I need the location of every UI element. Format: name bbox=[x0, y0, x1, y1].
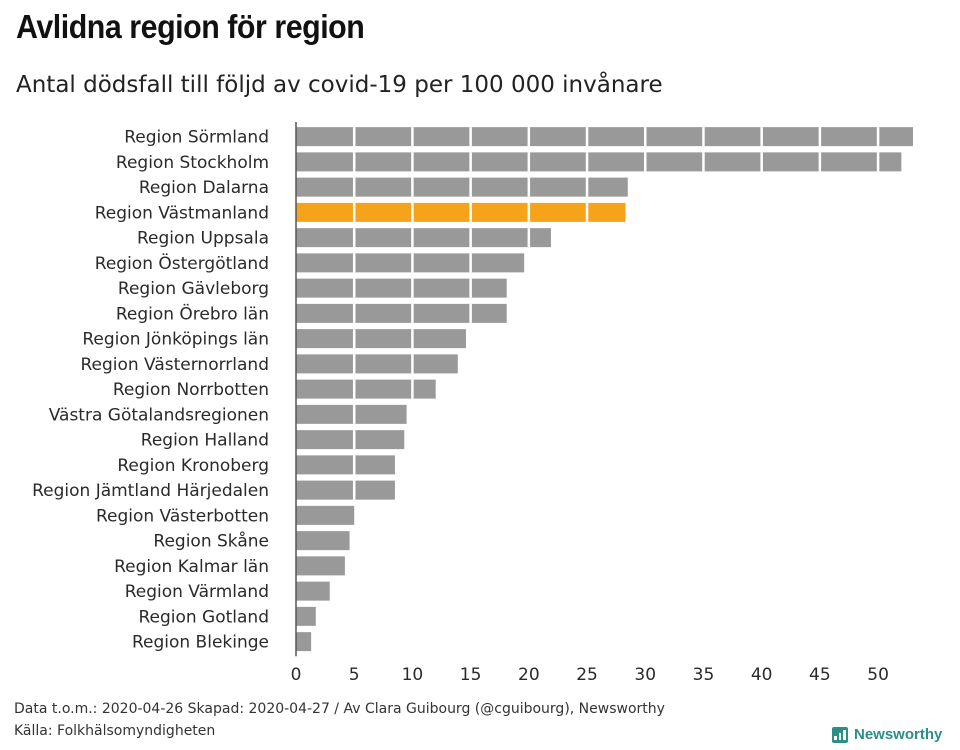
x-tick-label: 35 bbox=[693, 665, 715, 685]
category-label: Västra Götalandsregionen bbox=[49, 405, 269, 425]
bar bbox=[296, 505, 355, 525]
x-tick-label: 20 bbox=[518, 665, 540, 685]
chart-subtitle: Antal dödsfall till följd av covid-19 pe… bbox=[16, 72, 663, 98]
x-tick-label: 0 bbox=[291, 665, 302, 685]
x-tick-label: 5 bbox=[349, 665, 360, 685]
bar bbox=[296, 556, 345, 576]
bar bbox=[296, 152, 902, 172]
bar bbox=[296, 329, 466, 349]
bar bbox=[296, 253, 525, 273]
bar bbox=[296, 127, 913, 147]
category-label: Region Västerbotten bbox=[96, 506, 269, 526]
category-label: Region Jönköpings län bbox=[82, 330, 269, 350]
category-label: Region Västernorrland bbox=[80, 355, 269, 375]
category-label: Region Gävleborg bbox=[118, 279, 269, 299]
bar bbox=[296, 177, 628, 197]
category-label: Region Örebro län bbox=[116, 302, 269, 324]
category-label: Region Värmland bbox=[125, 582, 269, 602]
x-tick-label: 30 bbox=[634, 665, 656, 685]
bar bbox=[296, 430, 405, 450]
bar bbox=[296, 379, 436, 399]
category-label: Region Skåne bbox=[153, 531, 269, 552]
category-label: Region Norrbotten bbox=[113, 380, 269, 400]
bar bbox=[296, 480, 395, 500]
category-label: Region Stockholm bbox=[116, 153, 269, 173]
bar bbox=[296, 354, 458, 374]
category-label: Region Sörmland bbox=[124, 128, 269, 148]
bar bbox=[296, 581, 330, 601]
category-label: Region Kronoberg bbox=[117, 456, 269, 476]
category-label: Region Västmanland bbox=[95, 203, 269, 223]
category-label: Region Dalarna bbox=[139, 178, 269, 198]
newsworthy-logo: Newsworthy bbox=[832, 726, 942, 743]
bar-chart-icon bbox=[832, 726, 848, 743]
category-label: Region Uppsala bbox=[137, 229, 269, 249]
bar bbox=[296, 303, 507, 323]
x-tick-label: 40 bbox=[751, 665, 773, 685]
bar bbox=[296, 404, 407, 424]
bar-highlighted bbox=[296, 202, 626, 222]
bar bbox=[296, 531, 350, 551]
category-label: Region Blekinge bbox=[132, 633, 269, 653]
x-tick-label: 10 bbox=[402, 665, 424, 685]
bar bbox=[296, 228, 551, 248]
x-tick-label: 50 bbox=[867, 665, 889, 685]
category-label: Region Gotland bbox=[138, 607, 269, 627]
bar bbox=[296, 606, 316, 626]
bar bbox=[296, 632, 312, 652]
footer-credits: Data t.o.m.: 2020-04-26 Skapad: 2020-04-… bbox=[14, 701, 665, 717]
category-label: Region Halland bbox=[141, 431, 269, 451]
bar bbox=[296, 455, 395, 475]
bar bbox=[296, 278, 507, 298]
x-tick-label: 15 bbox=[460, 665, 482, 685]
chart-title: Avlidna region för region bbox=[16, 8, 365, 45]
x-tick-label: 45 bbox=[809, 665, 831, 685]
bar-chart: Region Sörmland Region Stockholm Region Da… bbox=[32, 122, 913, 685]
category-label: Region Östergötland bbox=[95, 252, 269, 274]
category-label: Region Jämtland Härjedalen bbox=[32, 481, 269, 501]
category-label: Region Kalmar län bbox=[114, 557, 269, 577]
footer: Data t.o.m.: 2020-04-26 Skapad: 2020-04-… bbox=[14, 698, 665, 742]
x-tick-label: 25 bbox=[576, 665, 598, 685]
brand-name: Newsworthy bbox=[854, 726, 943, 743]
footer-source: Källa: Folkhälsomyndigheten bbox=[14, 723, 216, 739]
